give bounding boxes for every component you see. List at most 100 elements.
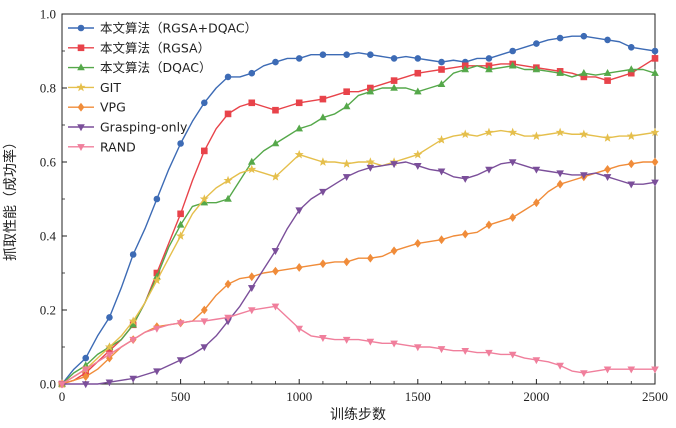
legend-label: 本文算法（DQAC）	[100, 60, 212, 75]
data-point	[626, 131, 636, 140]
data-point	[295, 124, 304, 132]
data-point	[508, 351, 517, 359]
data-point	[81, 381, 90, 389]
data-point	[556, 179, 564, 189]
data-point	[82, 354, 90, 362]
data-point	[413, 344, 422, 352]
data-point	[177, 140, 184, 147]
data-point	[603, 133, 613, 142]
data-point	[556, 68, 564, 76]
data-point	[248, 99, 256, 107]
data-point	[390, 55, 398, 62]
y-tick-label: 0.6	[40, 155, 57, 170]
data-point	[531, 131, 541, 140]
data-point	[177, 210, 184, 218]
x-tick-label: 0	[59, 389, 66, 404]
data-point	[580, 370, 588, 378]
data-point	[390, 340, 398, 348]
data-point	[224, 194, 232, 202]
data-point	[461, 347, 470, 355]
data-point	[485, 220, 493, 230]
data-point	[201, 99, 208, 107]
legend-marker	[76, 82, 86, 92]
series-line	[61, 35, 656, 385]
data-point	[437, 168, 446, 176]
legend-marker	[77, 44, 85, 52]
data-point	[580, 68, 588, 76]
data-point	[366, 253, 374, 263]
data-point	[508, 159, 517, 167]
data-point	[247, 164, 257, 174]
data-point	[365, 157, 375, 166]
legend-item: Grasping-only	[68, 120, 188, 135]
series-2	[58, 61, 659, 387]
series-5	[58, 159, 659, 389]
data-point	[247, 157, 256, 165]
data-point	[200, 318, 209, 326]
data-point	[104, 342, 114, 351]
data-point	[153, 368, 161, 376]
legend-item: GIT	[68, 80, 121, 95]
data-point	[580, 172, 588, 180]
data-point	[200, 344, 209, 352]
data-point	[556, 170, 564, 178]
data-point	[342, 174, 351, 182]
data-point	[224, 314, 232, 322]
data-point	[319, 188, 327, 196]
data-point	[651, 68, 659, 76]
data-point	[438, 66, 445, 73]
data-point	[390, 77, 398, 84]
series-0	[58, 32, 659, 388]
y-tick: 0.6	[40, 155, 67, 170]
data-point	[604, 165, 611, 174]
data-point	[579, 129, 589, 139]
data-point	[129, 375, 137, 383]
data-point	[176, 220, 185, 228]
data-point	[272, 106, 279, 114]
x-tick-label: 2000	[523, 389, 549, 404]
series-6	[58, 303, 659, 389]
data-point	[105, 379, 114, 387]
series-line	[61, 57, 656, 385]
data-point	[295, 263, 303, 272]
data-point	[627, 159, 635, 169]
data-point	[437, 80, 446, 87]
data-point	[485, 65, 493, 73]
data-point	[390, 161, 398, 169]
x-tick: 500	[171, 379, 190, 404]
data-point	[532, 65, 541, 73]
data-point	[461, 175, 470, 183]
data-point	[294, 149, 304, 159]
data-point	[461, 65, 470, 73]
data-point	[532, 357, 541, 365]
data-point	[604, 77, 611, 84]
x-tick-label: 1000	[286, 389, 312, 404]
data-point	[390, 83, 398, 91]
data-point	[319, 113, 327, 121]
data-point	[414, 55, 422, 62]
x-tick: 2000	[523, 379, 549, 404]
data-point	[295, 55, 303, 62]
data-point	[603, 174, 612, 182]
data-point	[248, 69, 256, 77]
legend-item: 本文算法（RGSA+DQAC）	[68, 21, 257, 36]
data-point	[603, 366, 612, 374]
data-point	[82, 372, 90, 381]
x-tick: 1500	[405, 379, 431, 404]
data-point	[105, 351, 114, 359]
legend-label: RAND	[100, 139, 136, 154]
data-point	[437, 346, 446, 354]
data-point	[153, 195, 161, 203]
data-point	[319, 95, 327, 103]
legend-marker	[77, 102, 85, 112]
data-point	[271, 303, 280, 311]
legend-item: VPG	[68, 100, 126, 115]
x-axis: 0 500 1000 1500 2000 2500	[59, 379, 668, 404]
data-point	[318, 157, 328, 166]
data-point	[413, 149, 423, 159]
x-tick-label: 1500	[405, 389, 431, 404]
data-point	[342, 336, 351, 344]
data-point	[438, 58, 445, 66]
x-tick: 2500	[642, 379, 668, 404]
data-point	[342, 102, 351, 110]
